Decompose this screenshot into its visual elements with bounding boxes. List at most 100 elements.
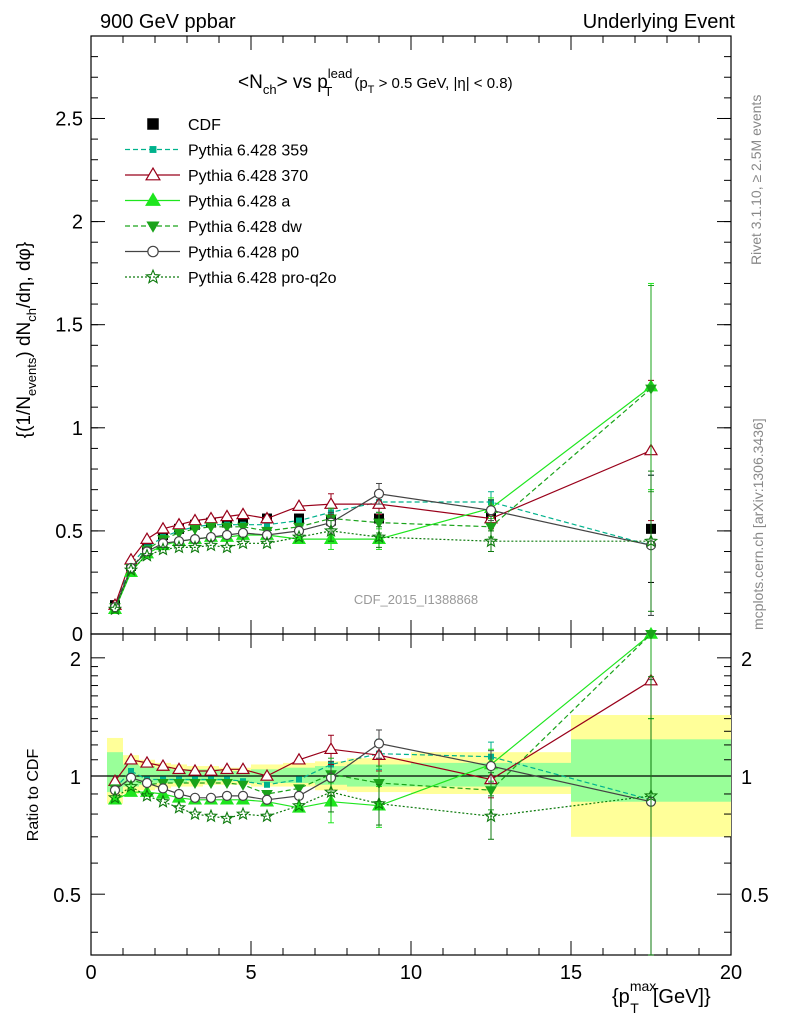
marker-dw <box>221 522 233 533</box>
marker-proq2o <box>203 808 219 823</box>
ratio-ytick-label-right: 2 <box>741 649 752 671</box>
marker-370 <box>187 513 203 526</box>
marker-359 <box>149 146 157 153</box>
marker-370 <box>235 507 251 520</box>
marker-dw <box>293 784 305 795</box>
marker-370 <box>203 763 219 776</box>
marker-dw <box>205 778 217 789</box>
marker-proq2o <box>643 788 659 802</box>
marker-370 <box>171 517 187 530</box>
ytick-label: 1.5 <box>55 315 83 337</box>
marker-p0 <box>261 529 273 541</box>
marker-370 <box>219 762 235 775</box>
marker-p0 <box>205 531 217 543</box>
marker-p0 <box>189 534 201 545</box>
ytick-label: 2.5 <box>55 108 83 130</box>
marker-p0 <box>205 792 217 803</box>
marker-370 <box>155 521 171 534</box>
marker-p0 <box>237 790 249 801</box>
marker-cdf <box>238 515 248 526</box>
marker-dw <box>485 786 497 797</box>
marker-p0 <box>485 760 497 772</box>
legend-label-a: Pythia 6.428 a <box>188 194 290 211</box>
marker-370 <box>259 511 275 524</box>
marker-p0 <box>221 790 233 801</box>
marker-370 <box>139 531 155 544</box>
marker-proq2o <box>235 806 251 821</box>
marker-370 <box>145 166 161 181</box>
marker-dw <box>221 778 233 789</box>
legend-label-dw: Pythia 6.428 dw <box>188 219 302 236</box>
marker-370 <box>139 755 155 768</box>
ratio-ytick-label: 0.5 <box>53 885 81 907</box>
mcplots-credit: mcplots.cern.ch [arXiv:1306.3436] <box>750 418 766 630</box>
marker-proq2o <box>643 533 659 548</box>
marker-370 <box>155 758 171 771</box>
marker-370 <box>291 752 307 765</box>
marker-p0 <box>221 529 233 541</box>
marker-359 <box>296 517 302 524</box>
marker-359 <box>128 767 134 774</box>
xtick-label: 0 <box>85 962 96 984</box>
ratio-ytick-label-right: 1 <box>741 767 752 789</box>
ratio-bands <box>91 715 731 837</box>
marker-proq2o <box>259 808 275 823</box>
marker-p0 <box>485 505 497 516</box>
marker-370 <box>323 742 339 755</box>
marker-p0 <box>125 772 137 783</box>
main-ylabel: {(1/Nevents) dNch/dη, dφ} <box>14 242 39 438</box>
marker-p0 <box>189 792 201 803</box>
marker-dw <box>173 528 185 539</box>
marker-359 <box>264 521 270 528</box>
marker-p0 <box>261 794 273 805</box>
series-line-a <box>114 386 652 610</box>
marker-proq2o <box>139 788 155 802</box>
ytick-label: 0.5 <box>55 521 83 543</box>
legend-label-p0: Pythia 6.428 p0 <box>188 245 299 262</box>
marker-proq2o <box>123 562 139 577</box>
legend-label-proq2o: Pythia 6.428 pro-q2o <box>188 270 337 287</box>
marker-p0 <box>141 777 153 789</box>
ratio-ytick-label: 2 <box>70 649 81 671</box>
ratio-ytick-label: 1 <box>70 767 81 789</box>
marker-proq2o <box>371 796 387 810</box>
series-proq2o <box>107 470 659 616</box>
marker-p0 <box>109 785 121 796</box>
ratio-ytick-label-right: 0.5 <box>741 885 769 907</box>
xtick-label: 5 <box>245 962 256 984</box>
series-line-dw <box>114 388 652 608</box>
marker-proq2o <box>171 539 187 554</box>
series-a <box>107 282 659 615</box>
marker-proq2o <box>187 806 203 821</box>
xtick-label: 20 <box>720 962 742 984</box>
marker-proq2o <box>155 541 171 556</box>
marker-dw <box>373 518 385 529</box>
xtick-label: 10 <box>400 962 422 984</box>
marker-370 <box>219 509 235 522</box>
marker-p0 <box>147 245 159 258</box>
marker-dw <box>645 384 657 395</box>
marker-proq2o <box>107 790 123 804</box>
marker-proq2o <box>171 800 187 814</box>
ratio-series <box>107 626 659 956</box>
marker-proq2o <box>323 784 339 799</box>
header-right: Underlying Event <box>583 11 736 33</box>
marker-proq2o <box>203 537 219 552</box>
series-dw <box>109 285 657 614</box>
ytick-label: 0 <box>72 624 83 646</box>
marker-proq2o <box>235 535 251 550</box>
marker-dw <box>189 524 201 535</box>
marker-dw <box>373 778 385 789</box>
marker-proq2o <box>291 798 307 812</box>
legend-label-370: Pythia 6.428 370 <box>188 168 308 185</box>
marker-p0 <box>373 488 385 499</box>
marker-dw <box>645 630 657 640</box>
marker-proq2o <box>123 779 139 793</box>
marker-p0 <box>157 783 169 794</box>
main-axis-ticks: 0 0.5 1 1.5 2 2.5 <box>55 36 732 646</box>
marker-370 <box>203 511 219 524</box>
main-series <box>107 282 659 616</box>
watermark: CDF_2015_I1388868 <box>354 592 478 607</box>
marker-cdf <box>147 118 159 130</box>
